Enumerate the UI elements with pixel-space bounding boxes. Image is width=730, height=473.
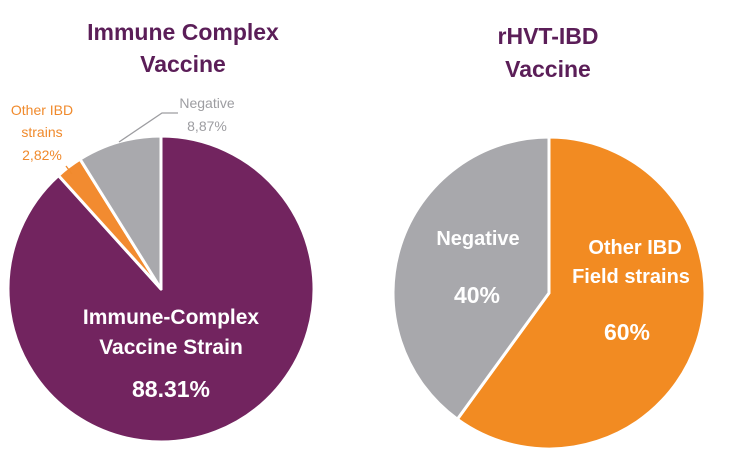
chart-immune-complex: Immune Complex Vaccine Immune-Complex Va…	[6, 19, 316, 444]
other-ibd-leader-line	[65, 165, 73, 175]
chart-2-title-line-2: Vaccine	[505, 56, 591, 82]
chart-rhvt-ibd: rHVT-IBD Vaccine Other IBD Field strains…	[391, 23, 707, 451]
chart-2-title-line-1: rHVT-IBD	[498, 23, 599, 49]
slice-other-ibd-field-value: 60%	[604, 319, 650, 345]
slice-negative-rhvt-label: Negative	[436, 228, 519, 250]
chart-1-title-line-2: Vaccine	[140, 51, 226, 77]
chart-1-title-line-1: Immune Complex	[87, 19, 279, 45]
slice-immune-complex-label-line-2: Vaccine Strain	[99, 336, 243, 359]
negative-value: 8,87%	[187, 118, 227, 134]
other-ibd-label-line-1: Other IBD	[11, 102, 73, 118]
other-ibd-value: 2,82%	[22, 147, 62, 163]
negative-leader-line	[118, 112, 178, 143]
slice-negative-rhvt	[391, 135, 551, 421]
slice-immune-complex-value: 88.31%	[132, 376, 210, 402]
slice-other-ibd-field-label-line-1: Other IBD	[588, 237, 681, 259]
slice-other-ibd-field-label-line-2: Field strains	[572, 266, 690, 288]
slice-negative-rhvt-value: 40%	[454, 282, 500, 308]
slice-immune-complex-label-line-1: Immune-Complex	[83, 306, 260, 329]
other-ibd-label-line-2: strains	[21, 124, 62, 140]
slice-negative	[78, 134, 163, 291]
negative-label: Negative	[179, 95, 234, 111]
slice-other-ibd-field-strains	[455, 135, 707, 451]
